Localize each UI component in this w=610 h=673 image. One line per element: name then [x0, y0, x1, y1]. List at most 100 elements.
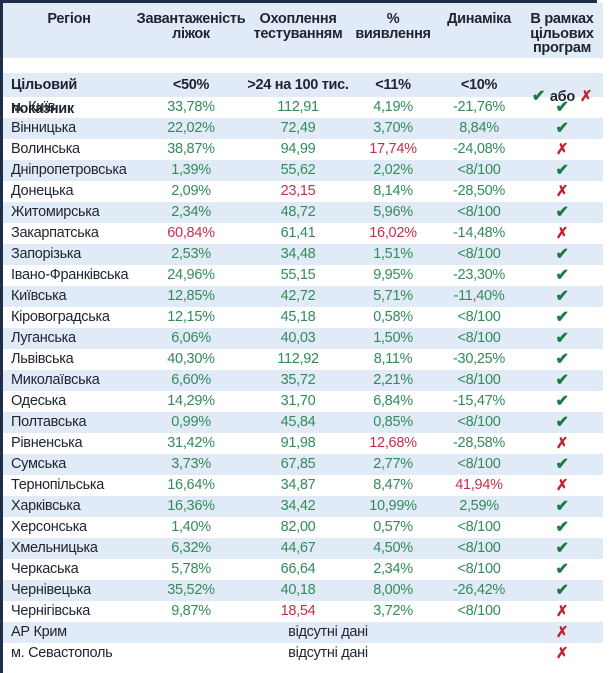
testing-value: 23,15	[280, 183, 316, 199]
testing-value: 44,67	[280, 540, 316, 556]
dynamics-value: <8/100	[457, 372, 501, 388]
dynamics-value: -15,47%	[453, 393, 505, 409]
check-icon: ✔	[555, 288, 569, 305]
region-cell: Київська	[11, 288, 67, 304]
table-row: Херсонська 1,40% 82,00 0,57% <8/100 ✔	[3, 517, 603, 538]
testing-value: 34,87	[280, 477, 316, 493]
check-icon: ✔	[555, 519, 569, 536]
region-cell: Івано-Франківська	[11, 267, 129, 283]
dynamics-value: -28,50%	[453, 183, 505, 199]
region-cell: Тернопільська	[11, 477, 104, 493]
detection-value: 16,02%	[369, 225, 417, 241]
detection-value: 0,58%	[373, 309, 413, 325]
detection-value: 4,50%	[373, 540, 413, 556]
region-cell: Харківська	[11, 498, 81, 514]
check-icon: ✔	[555, 414, 569, 431]
detection-value: 3,70%	[373, 120, 413, 136]
dynamics-value: -11,40%	[453, 288, 505, 304]
cross-icon: ✗	[555, 624, 569, 641]
detection-value: 12,68%	[369, 435, 417, 451]
table-row: Кіровоградська 12,15% 45,18 0,58% <8/100 ✔	[3, 307, 603, 328]
region-cell: Хмельницька	[11, 540, 98, 556]
check-icon: ✔	[555, 99, 569, 116]
table-row: Івано-Франківська 24,96% 55,15 9,95% -23,30%…	[3, 265, 603, 286]
dynamics-value: <8/100	[457, 456, 501, 472]
cross-icon: ✗	[555, 435, 569, 452]
region-cell: Закарпатська	[11, 225, 99, 241]
detection-value: 8,47%	[373, 477, 413, 493]
dynamics-value: 41,94%	[455, 477, 503, 493]
beds-value: 35,52%	[167, 582, 215, 598]
detection-value: 17,74%	[369, 141, 417, 157]
region-cell: Донецька	[11, 183, 74, 199]
testing-value: 34,42	[280, 498, 316, 514]
cross-icon: ✗	[555, 183, 569, 200]
no-data-cell: відсутні дані	[288, 624, 368, 640]
dynamics-value: <8/100	[457, 603, 501, 619]
region-cell: Луганська	[11, 330, 76, 346]
table-row: Хмельницька 6,32% 44,67 4,50% <8/100 ✔	[3, 538, 603, 559]
testing-value: 45,84	[280, 414, 316, 430]
frame-left-border	[0, 0, 3, 673]
header-gap	[3, 58, 603, 73]
column-header-beds: Завантаженість ліжок	[136, 11, 246, 42]
region-cell: м. Севастополь	[11, 645, 113, 661]
testing-value: 67,85	[280, 456, 316, 472]
detection-value: 2,34%	[373, 561, 413, 577]
beds-value: 2,34%	[171, 204, 211, 220]
table-row: Миколаївська 6,60% 35,72 2,21% <8/100 ✔	[3, 370, 603, 391]
testing-value: 42,72	[280, 288, 316, 304]
testing-value: 91,98	[280, 435, 316, 451]
column-header-testing: Охоплення тестуванням	[253, 11, 343, 42]
table-row: Сумська 3,73% 67,85 2,77% <8/100 ✔	[3, 454, 603, 475]
detection-value: 8,11%	[373, 351, 413, 367]
beds-value: 6,32%	[171, 540, 211, 556]
dynamics-value: <8/100	[457, 330, 501, 346]
beds-value: 2,53%	[171, 246, 211, 262]
testing-value: 35,72	[280, 372, 316, 388]
cross-icon: ✗	[555, 225, 569, 242]
detection-value: 0,85%	[373, 414, 413, 430]
table-row: Чернівецька 35,52% 40,18 8,00% -26,42% ✔	[3, 580, 603, 601]
testing-value: 72,49	[280, 120, 316, 136]
check-icon: ✔	[555, 456, 569, 473]
no-data-cell: відсутні дані	[288, 645, 368, 661]
beds-value: 6,60%	[171, 372, 211, 388]
cross-icon: ✗	[555, 645, 569, 662]
region-cell: Львівська	[11, 351, 74, 367]
region-cell: Херсонська	[11, 519, 87, 535]
table-row: Закарпатська 60,84% 61,41 16,02% -14,48% ✗	[3, 223, 603, 244]
table-row: Рівненська 31,42% 91,98 12,68% -28,58% ✗	[3, 433, 603, 454]
detection-value: 5,71%	[373, 288, 413, 304]
legend-or-label: або	[549, 89, 575, 105]
dynamics-value: <8/100	[457, 162, 501, 178]
testing-value: 31,70	[280, 393, 316, 409]
testing-value: 40,18	[280, 582, 316, 598]
check-icon: ✔	[555, 540, 569, 557]
table-row: Харківська 16,36% 34,42 10,99% 2,59% ✔	[3, 496, 603, 517]
dynamics-value: <8/100	[457, 309, 501, 325]
beds-value: 14,29%	[167, 393, 215, 409]
table-row: Полтавська 0,99% 45,84 0,85% <8/100 ✔	[3, 412, 603, 433]
beds-value: 31,42%	[167, 435, 215, 451]
beds-value: 33,78%	[167, 99, 215, 115]
check-icon: ✔	[555, 561, 569, 578]
target-indicator-row: Цільовий показник <50% >24 на 100 тис. <…	[3, 73, 603, 117]
dynamics-value: <8/100	[457, 246, 501, 262]
beds-value: 16,64%	[167, 477, 215, 493]
beds-value: 3,73%	[171, 456, 211, 472]
check-icon: ✔	[555, 582, 569, 599]
region-cell: Полтавська	[11, 414, 87, 430]
column-header-region: Регіон	[47, 11, 91, 27]
region-cell: Волинська	[11, 141, 80, 157]
testing-value: 94,99	[280, 141, 316, 157]
detection-value: 2,02%	[373, 162, 413, 178]
table-row: Дніпропетровська 1,39% 55,62 2,02% <8/100 ✔	[3, 160, 603, 181]
detection-value: 2,77%	[373, 456, 413, 472]
table-row: Луганська 6,06% 40,03 1,50% <8/100 ✔	[3, 328, 603, 349]
beds-value: 16,36%	[167, 498, 215, 514]
check-icon: ✔	[555, 393, 569, 410]
check-icon: ✔	[555, 120, 569, 137]
target-program-legend: ✔ або ✗	[521, 73, 603, 121]
region-cell: Чернігівська	[11, 603, 91, 619]
